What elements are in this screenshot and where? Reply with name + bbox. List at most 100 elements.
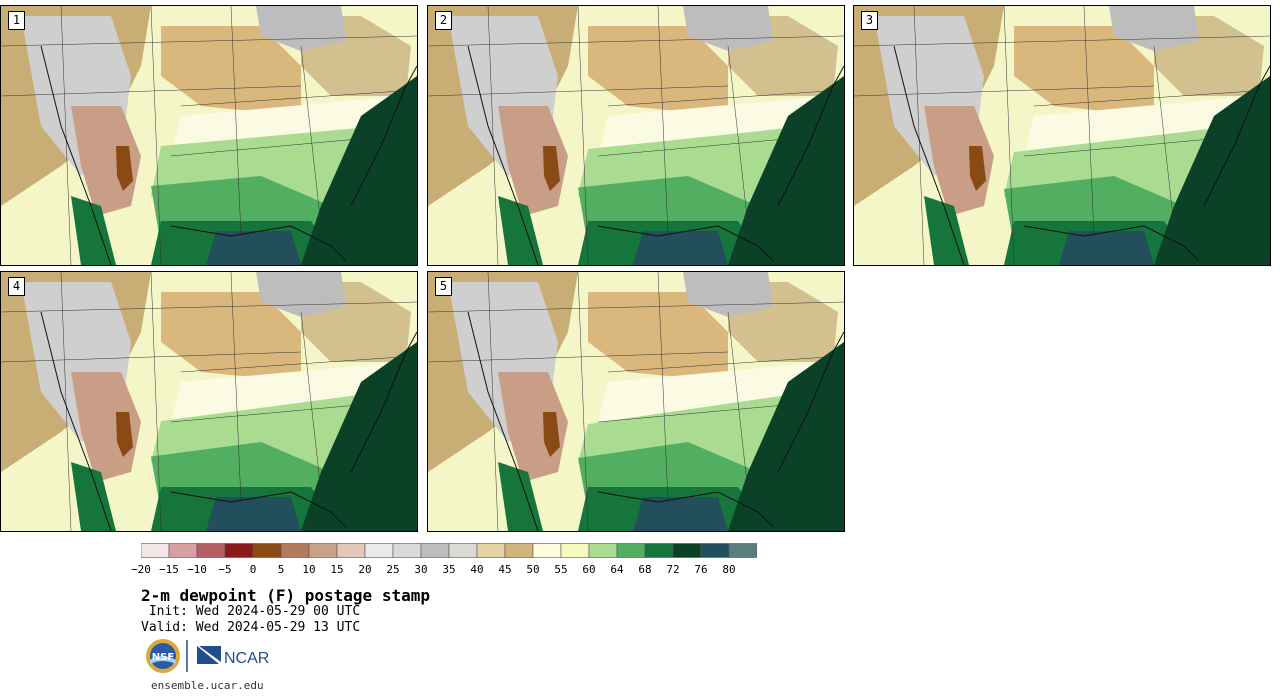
coastline [40, 311, 417, 531]
dewpoint-region [683, 6, 773, 51]
colorbar-swatch [336, 543, 366, 558]
panel-number: 3 [861, 11, 878, 30]
panel-number: 5 [435, 277, 452, 296]
colorbar-tick-label: 10 [302, 563, 316, 576]
dewpoint-region [1014, 26, 1154, 116]
dewpoint-region [161, 26, 301, 116]
map-image [428, 6, 844, 265]
website-url[interactable]: ensemble.ucar.edu [151, 679, 264, 692]
state-border [1, 351, 302, 363]
colorbar-tick-label: 55 [554, 563, 568, 576]
state-border [60, 272, 72, 531]
state-border [170, 135, 392, 157]
map-panel-1[interactable]: 1 [0, 5, 418, 266]
colorbar-swatch [224, 543, 254, 558]
map-panel-5[interactable]: 5 [427, 271, 845, 532]
dewpoint-region [206, 497, 301, 531]
dewpoint-region [206, 231, 301, 265]
panel-number: 4 [8, 277, 25, 296]
coastline [467, 311, 844, 531]
state-border [1153, 45, 1175, 227]
map-panel-4[interactable]: 4 [0, 271, 418, 532]
ncar-logo-icon: NCAR [197, 646, 269, 667]
colorbar-swatch [504, 543, 534, 558]
dewpoint-region [728, 76, 844, 265]
state-border [180, 90, 402, 107]
state-border [428, 301, 844, 313]
dewpoint-region [588, 292, 728, 382]
map-panel-2[interactable]: 2 [427, 5, 845, 266]
dewpoint-region [728, 342, 844, 531]
colorbar-swatch [308, 543, 338, 558]
nsf-logo-icon: NSF [146, 639, 180, 673]
colorbar-tick-label: 15 [330, 563, 344, 576]
dewpoint-region [301, 342, 417, 531]
svg-text:NSF: NSF [152, 652, 174, 663]
map-image [428, 272, 844, 531]
state-border [607, 356, 829, 373]
state-border [428, 351, 729, 363]
init-time: Init: Wed 2024-05-29 00 UTC [141, 604, 361, 619]
coastline [893, 45, 1270, 265]
colorbar-tick-label: 35 [442, 563, 456, 576]
state-border [300, 311, 322, 493]
state-border [1003, 6, 1015, 265]
colorbar-swatch [252, 543, 282, 558]
colorbar-tick-label: 20 [358, 563, 372, 576]
dewpoint-region [116, 412, 133, 457]
colorbar-swatch [364, 543, 394, 558]
dewpoint-region [588, 26, 728, 116]
state-border [1, 301, 417, 313]
state-border [1, 35, 417, 47]
state-border [597, 401, 819, 423]
colorbar-swatch [644, 543, 674, 558]
state-border [170, 401, 392, 423]
colorbar-swatch [588, 543, 618, 558]
state-border [300, 45, 322, 227]
colorbar-swatch [280, 543, 310, 558]
colorbar-tick-label: 30 [414, 563, 428, 576]
colorbar-tick-label: 40 [470, 563, 484, 576]
state-border [657, 272, 669, 503]
dewpoint-region [969, 146, 986, 191]
state-border [607, 90, 829, 107]
colorbar-swatch [476, 543, 506, 558]
dewpoint-region [1059, 231, 1154, 265]
map-panel-3[interactable]: 3 [853, 5, 1271, 266]
state-border [487, 6, 499, 265]
colorbar-swatch [392, 543, 422, 558]
state-border [428, 85, 729, 97]
colorbar-swatch [141, 543, 170, 558]
state-border [150, 6, 162, 265]
state-border [487, 272, 499, 531]
panel-number: 2 [435, 11, 452, 30]
colorbar-tick-label: 60 [582, 563, 596, 576]
state-border [727, 45, 749, 227]
colorbar-tick-label: 64 [610, 563, 624, 576]
figure-title: 2-m dewpoint (F) postage stamp [141, 586, 430, 605]
colorbar-swatch [728, 543, 757, 558]
map-image [1, 6, 417, 265]
colorbar-swatch [420, 543, 450, 558]
dewpoint-region [543, 146, 560, 191]
state-border [60, 6, 72, 265]
svg-text:NCAR: NCAR [224, 650, 269, 667]
colorbar-swatch [448, 543, 478, 558]
colorbar-swatch [532, 543, 562, 558]
colorbar [141, 543, 757, 558]
state-border [727, 311, 749, 493]
state-border [577, 272, 589, 531]
colorbar-tick-label: −10 [187, 563, 207, 576]
state-border [428, 35, 844, 47]
colorbar-tick-label: −15 [159, 563, 179, 576]
map-image [1, 272, 417, 531]
colorbar-tick-label: 25 [386, 563, 400, 576]
logos: NSF NCAR [145, 638, 275, 674]
colorbar-swatch [560, 543, 590, 558]
state-border [577, 6, 589, 265]
colorbar-tick-label: 50 [526, 563, 540, 576]
state-border [597, 135, 819, 157]
colorbar-tick-label: −20 [131, 563, 151, 576]
map-image [854, 6, 1270, 265]
colorbar-tick-label: 76 [694, 563, 708, 576]
